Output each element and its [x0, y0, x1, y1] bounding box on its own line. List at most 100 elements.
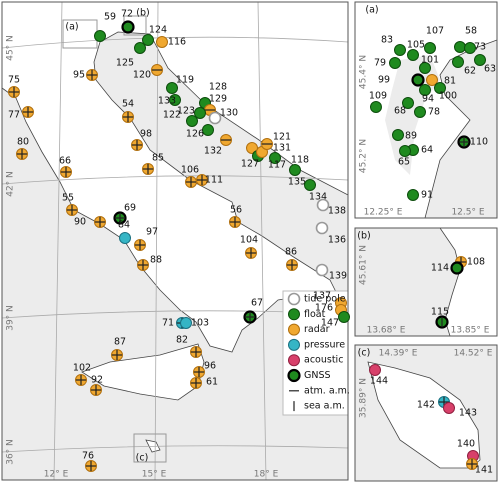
station-label: 147 [321, 318, 339, 329]
station-label: 80 [17, 137, 29, 148]
station-label: 76 [82, 451, 94, 462]
lat-label: 45° N [6, 35, 16, 61]
station-label: 98 [140, 129, 152, 140]
station-label: 54 [122, 99, 134, 110]
legend-label: atm. a.m. [304, 385, 350, 396]
station-label: 140 [457, 439, 475, 450]
station-label: 107 [426, 26, 444, 37]
station-marker [186, 115, 198, 127]
station-marker [394, 44, 406, 56]
station-marker [166, 82, 178, 94]
station-label: 95 [73, 70, 85, 81]
station-label: 105 [407, 40, 425, 51]
station-label: 81 [444, 76, 456, 87]
station-label: 176 [315, 303, 333, 314]
station-marker [464, 42, 476, 54]
inset-frame [354, 344, 498, 482]
lat-label: 35.89° N [359, 378, 369, 418]
station-marker [202, 124, 214, 136]
station-label: 78 [428, 107, 440, 118]
legend-label: radar [304, 324, 330, 335]
station-label: 132 [204, 146, 222, 157]
legend-label: tide pole [304, 294, 346, 305]
station-label: 90 [74, 217, 86, 228]
lon-label: 13.85° E [451, 326, 490, 336]
station-label: 75 [8, 75, 20, 86]
inset-label: (b) [136, 8, 149, 19]
station-marker [369, 364, 381, 376]
station-label: 84 [118, 220, 130, 231]
station-label: 99 [378, 75, 390, 86]
station-marker [315, 221, 329, 235]
station-marker [407, 49, 419, 61]
station-marker [402, 97, 414, 109]
station-label: 73 [474, 42, 486, 53]
station-label: 68 [394, 106, 406, 117]
station-label: 109 [369, 91, 387, 102]
lat-label: 45.61° N [359, 245, 369, 285]
graticule [1, 1, 349, 481]
station-marker [315, 263, 329, 277]
station-label: 143 [459, 408, 477, 419]
station-label: 114 [431, 263, 449, 274]
legend-label: pressure [304, 339, 345, 350]
lon-label: 15° E [142, 470, 167, 480]
station-marker [411, 73, 425, 87]
station-label: 101 [421, 55, 439, 66]
station-marker [370, 101, 382, 113]
station-label: 125 [116, 58, 134, 69]
lat-label: 42° N [6, 171, 16, 197]
station-label: 126 [186, 129, 204, 140]
station-label: 63 [484, 64, 496, 75]
station-marker [454, 41, 466, 53]
station-label: 134 [309, 192, 327, 203]
lat-label: 39° N [6, 305, 16, 331]
station-label: 135 [288, 177, 306, 188]
lat-label: 45.2° N [359, 139, 369, 173]
station-label: 61 [206, 377, 218, 388]
station-label: 79 [374, 58, 386, 69]
station-label: 137 [313, 291, 331, 302]
station-marker [180, 317, 192, 329]
station-label: 71 [162, 318, 174, 329]
station-label: 130 [220, 108, 238, 119]
station-label: 85 [152, 153, 164, 164]
inset-title: (b) [357, 231, 370, 242]
station-label: 119 [176, 75, 194, 86]
station-label: 106 [181, 165, 199, 176]
station-label: 136 [328, 235, 346, 246]
station-marker [434, 82, 446, 94]
station-marker [156, 36, 168, 48]
station-label: 139 [329, 271, 347, 282]
station-marker [474, 54, 486, 66]
legend-label: float [304, 309, 326, 320]
station-marker [424, 42, 436, 54]
station-marker [208, 111, 222, 125]
station-label: 127 [241, 159, 259, 170]
inset-frame [354, 227, 498, 337]
station-marker [288, 323, 300, 336]
station-label: 64 [421, 145, 433, 156]
lat-label: 45.4° N [359, 55, 369, 89]
station-marker [289, 164, 301, 176]
station-label: 86 [285, 247, 297, 258]
coastline [367, 361, 481, 469]
station-label: 133 [158, 96, 176, 107]
station-marker [288, 338, 300, 351]
station-marker [194, 107, 206, 119]
station-label: 104 [240, 235, 258, 246]
station-marker [119, 232, 131, 244]
station-label: 103 [191, 318, 209, 329]
station-marker [450, 261, 464, 275]
legend-label: GNSS [304, 370, 331, 381]
station-label: 129 [209, 94, 227, 105]
station-label: 100 [439, 91, 457, 102]
station-marker [269, 152, 281, 164]
station-label: 83 [381, 35, 393, 46]
map-frame [1, 1, 349, 481]
station-label: 62 [464, 66, 476, 77]
inset-box [133, 433, 167, 463]
station-marker [288, 354, 300, 367]
lon-label: 14.52° E [454, 349, 493, 359]
